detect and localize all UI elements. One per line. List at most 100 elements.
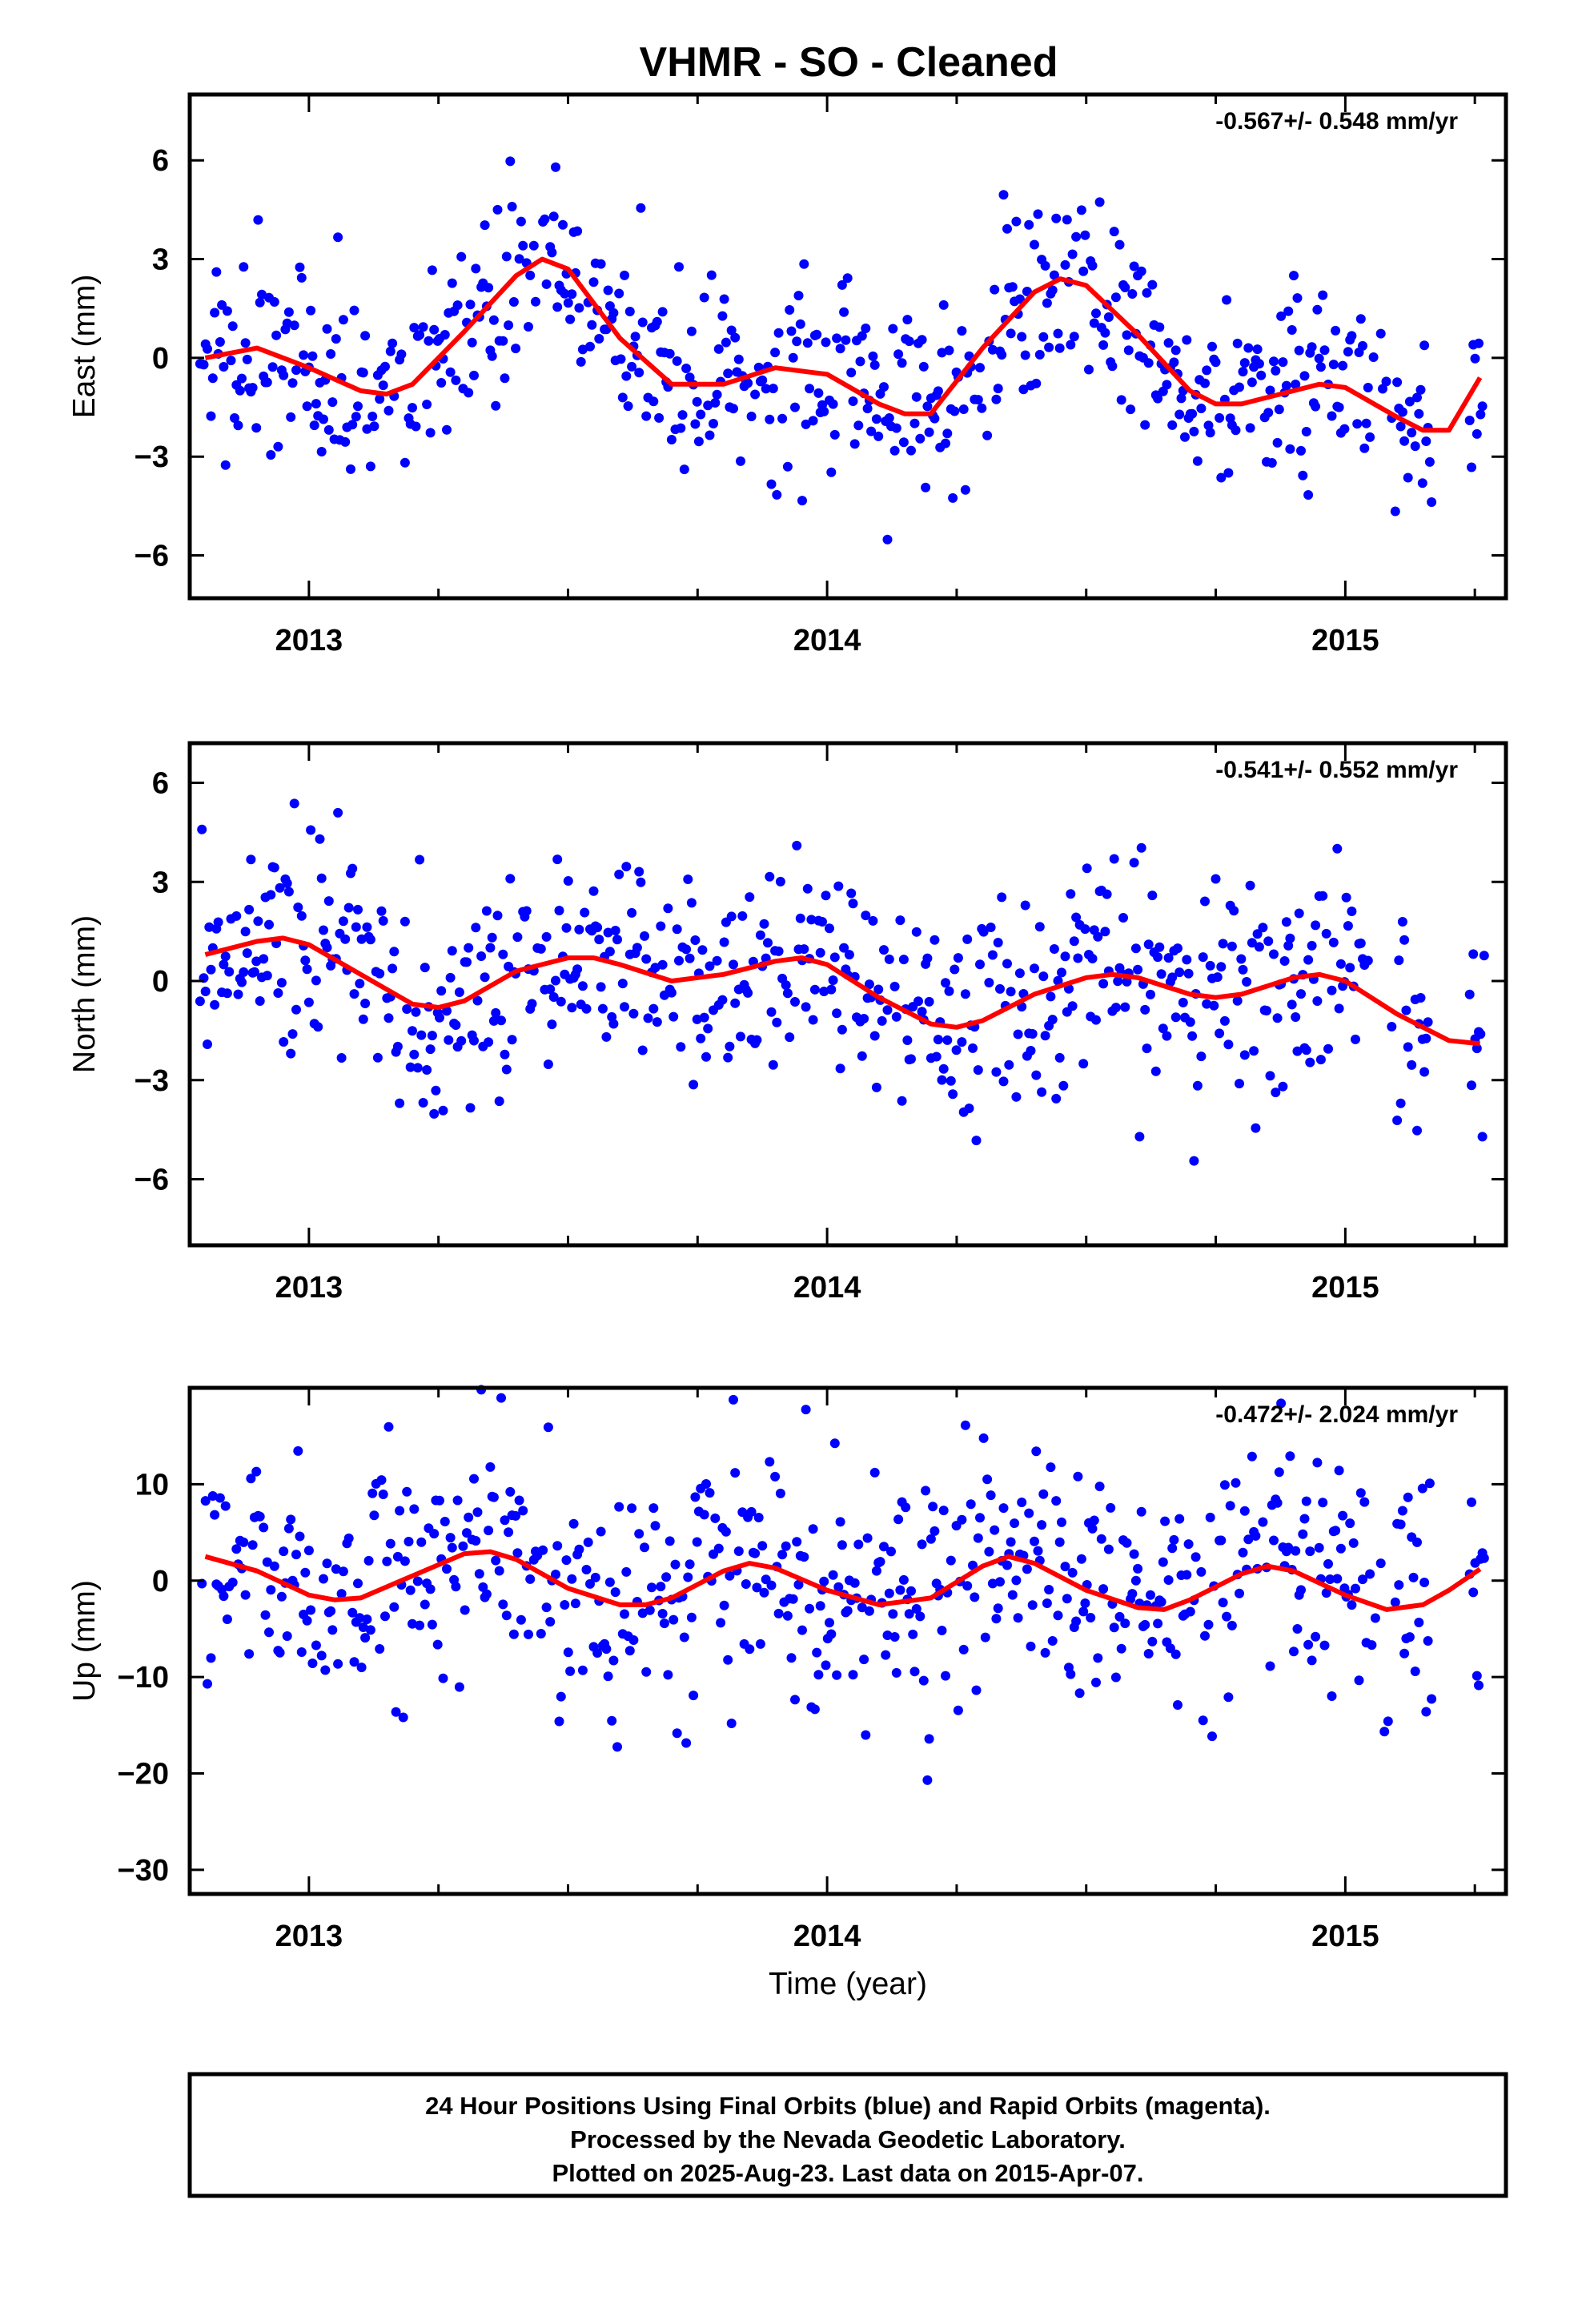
data-point: [846, 888, 857, 899]
data-point: [1467, 1497, 1476, 1507]
data-point: [1477, 401, 1488, 412]
data-point: [962, 934, 973, 944]
data-point: [1053, 1610, 1063, 1621]
data-point: [404, 1537, 414, 1546]
data-point: [1060, 1562, 1070, 1572]
data-point: [266, 1585, 276, 1595]
data-point: [948, 1089, 958, 1100]
data-point: [864, 1606, 874, 1616]
data-point: [889, 981, 900, 991]
data-point: [765, 1457, 775, 1467]
data-point: [1011, 216, 1022, 227]
data-point: [1086, 1613, 1096, 1622]
data-point: [200, 987, 211, 996]
data-point: [554, 1716, 564, 1727]
data-point: [628, 1008, 639, 1019]
data-point: [757, 375, 768, 385]
data-point: [911, 392, 921, 402]
data-point: [1018, 384, 1029, 395]
data-point: [567, 289, 577, 300]
data-point: [382, 1556, 392, 1566]
data-point: [750, 389, 761, 400]
data-point: [518, 1506, 528, 1516]
data-point: [1291, 1012, 1301, 1022]
data-point: [895, 915, 905, 926]
data-point: [898, 1574, 909, 1585]
data-point: [1020, 900, 1030, 911]
data-point: [293, 903, 303, 912]
data-point: [469, 1474, 479, 1484]
data-point: [839, 943, 849, 953]
data-point: [1100, 328, 1110, 338]
data-point: [402, 1486, 412, 1497]
data-point: [730, 332, 741, 343]
data-point: [1089, 1515, 1099, 1526]
data-point: [755, 930, 765, 940]
data-point: [1216, 472, 1227, 483]
data-point: [1127, 289, 1138, 299]
data-point: [608, 308, 619, 318]
data-point: [505, 1486, 516, 1497]
data-point: [438, 1673, 448, 1683]
data-point: [1129, 261, 1139, 271]
data-point: [637, 1045, 648, 1055]
data-point: [484, 283, 494, 293]
data-point: [1014, 294, 1025, 304]
data-point: [906, 445, 916, 456]
data-point: [612, 935, 622, 945]
data-point: [435, 1012, 444, 1023]
data-point: [1004, 1059, 1014, 1070]
data-point: [471, 263, 481, 274]
data-point: [620, 270, 629, 280]
data-point: [938, 1506, 949, 1516]
data-point: [392, 1551, 403, 1562]
data-point: [657, 307, 668, 317]
data-point: [247, 383, 258, 393]
data-point: [1476, 1029, 1486, 1039]
data-point: [1351, 1583, 1360, 1594]
data-point: [712, 955, 722, 966]
data-point: [1110, 1672, 1121, 1683]
data-point: [659, 1618, 669, 1629]
data-point: [207, 1491, 218, 1501]
data-point: [353, 401, 363, 412]
data-point: [1203, 420, 1214, 431]
data-point: [425, 1584, 436, 1594]
data-point: [1476, 409, 1486, 420]
data-point: [861, 911, 871, 921]
model-curve: [204, 256, 1483, 433]
data-point: [884, 954, 894, 964]
data-point: [766, 479, 777, 489]
data-point: [1323, 1558, 1333, 1569]
data-point: [1091, 1015, 1101, 1025]
data-point: [652, 1017, 662, 1027]
data-point: [736, 456, 745, 466]
data-point: [909, 1667, 920, 1677]
data-point: [1269, 1535, 1279, 1546]
data-point: [829, 952, 840, 963]
data-point: [474, 1569, 484, 1579]
data-point: [957, 1514, 967, 1525]
data-point: [693, 436, 704, 447]
data-point: [891, 423, 901, 433]
data-point: [882, 1630, 893, 1640]
data-point: [871, 1082, 881, 1092]
data-point: [596, 982, 606, 992]
data-point: [293, 1445, 303, 1456]
data-point: [782, 461, 793, 472]
data-point: [857, 331, 867, 341]
data-point: [1479, 1553, 1489, 1563]
data-point: [420, 1599, 430, 1610]
data-point: [819, 987, 829, 996]
data-point: [713, 344, 724, 354]
data-point: [1162, 380, 1172, 390]
data-point: [442, 1564, 452, 1574]
data-point: [400, 457, 410, 468]
data-point: [1301, 427, 1311, 436]
data-point: [1283, 1542, 1294, 1553]
data-point: [670, 1559, 681, 1570]
data-point: [690, 1492, 701, 1502]
data-point: [447, 946, 457, 956]
data-point: [1160, 1516, 1170, 1526]
data-point: [485, 1462, 496, 1472]
